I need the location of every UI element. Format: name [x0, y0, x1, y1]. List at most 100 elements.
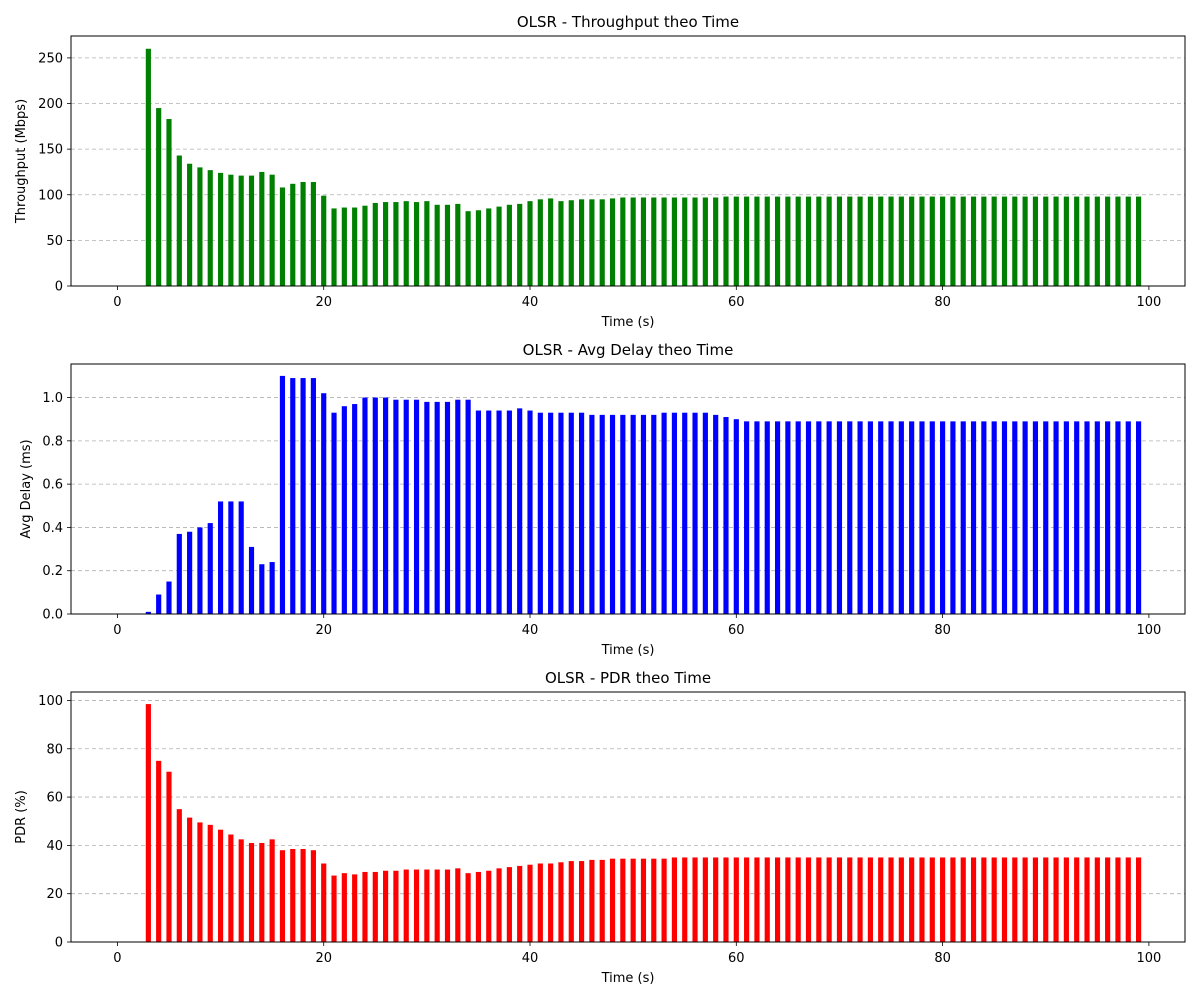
- bar: [1022, 421, 1028, 614]
- bar: [475, 871, 482, 942]
- bar: [661, 858, 667, 942]
- bar: [589, 414, 595, 614]
- bar: [1094, 857, 1100, 942]
- bar: [300, 181, 306, 286]
- bar: [217, 501, 224, 614]
- bar: [1032, 421, 1039, 614]
- bar: [403, 869, 409, 942]
- bar: [300, 849, 306, 942]
- bar: [465, 211, 471, 286]
- bar: [940, 857, 946, 942]
- bar: [878, 857, 884, 942]
- bar: [1032, 196, 1039, 286]
- bar: [754, 196, 760, 286]
- bar: [341, 406, 347, 614]
- bar: [383, 397, 389, 614]
- x-tick-label: 100: [1136, 951, 1161, 966]
- bar: [372, 397, 378, 614]
- bar: [506, 867, 512, 942]
- bar: [661, 197, 667, 286]
- bar: [1084, 857, 1090, 942]
- y-axis-label: Avg Delay (ms): [19, 439, 34, 538]
- bar: [1125, 857, 1131, 942]
- y-tick-label: 100: [38, 694, 63, 709]
- bar: [1084, 196, 1090, 286]
- bar: [517, 203, 523, 286]
- bar: [269, 839, 275, 942]
- y-tick-label: 20: [46, 887, 63, 902]
- bar: [991, 857, 997, 942]
- bar: [733, 419, 739, 614]
- bar: [248, 546, 255, 614]
- bar: [372, 202, 378, 286]
- y-tick-label: 0.0: [42, 608, 63, 623]
- bar: [465, 399, 471, 614]
- bar: [145, 48, 151, 286]
- bar: [156, 594, 162, 614]
- bar: [960, 857, 966, 942]
- chart-title: OLSR - Throughput theo Time: [517, 13, 739, 31]
- x-tick-label: 20: [315, 295, 332, 310]
- bar: [238, 839, 244, 942]
- bar: [878, 196, 884, 286]
- bar: [1125, 421, 1131, 614]
- bar: [589, 859, 595, 942]
- bar: [558, 201, 564, 286]
- bar: [960, 196, 966, 286]
- bar: [836, 196, 843, 286]
- y-tick-label: 0.6: [42, 478, 63, 493]
- x-tick-label: 80: [934, 295, 951, 310]
- bar: [620, 414, 626, 614]
- bar: [548, 412, 554, 614]
- bar: [847, 196, 853, 286]
- chart-title: OLSR - Avg Delay theo Time: [523, 341, 734, 359]
- bar: [1115, 196, 1121, 286]
- bar: [1136, 196, 1142, 286]
- bar: [1063, 196, 1069, 286]
- bar: [1001, 421, 1008, 614]
- bar: [579, 861, 585, 942]
- bar: [424, 869, 430, 942]
- bar: [1125, 196, 1131, 286]
- bar: [826, 196, 832, 286]
- bar: [723, 857, 729, 942]
- bar: [764, 857, 770, 942]
- bar: [1001, 857, 1008, 942]
- bar: [1022, 857, 1028, 942]
- bar: [187, 531, 193, 614]
- bar: [331, 208, 337, 286]
- bar: [805, 857, 812, 942]
- bar: [403, 399, 409, 614]
- bar: [383, 870, 389, 942]
- bar: [836, 421, 843, 614]
- bar: [496, 206, 502, 286]
- y-tick-label: 200: [38, 97, 63, 112]
- bar: [1115, 421, 1121, 614]
- bar: [1094, 421, 1100, 614]
- bar: [393, 202, 399, 286]
- bar: [372, 871, 378, 942]
- bar: [475, 210, 482, 286]
- bar: [321, 393, 327, 614]
- bar: [238, 501, 244, 614]
- bar: [702, 412, 708, 614]
- bar: [981, 196, 987, 286]
- bar: [981, 857, 987, 942]
- bar: [640, 858, 647, 942]
- bar: [826, 421, 832, 614]
- bar: [1063, 421, 1069, 614]
- bar: [455, 399, 461, 614]
- bar: [341, 873, 347, 942]
- bar: [950, 857, 956, 942]
- bar: [661, 412, 667, 614]
- bar: [919, 196, 925, 286]
- chart-panel-3: 0 20 40 60 80 100 0 20 40 60 80 100 OLSR - PDR theo …: [14, 669, 1186, 986]
- bar: [269, 562, 275, 614]
- bar: [836, 857, 843, 942]
- bar: [444, 204, 451, 286]
- bar: [620, 197, 626, 286]
- bar: [248, 175, 255, 286]
- x-axis-label: Time (s): [601, 315, 655, 330]
- bar-series: [145, 48, 1142, 286]
- bar: [1032, 857, 1039, 942]
